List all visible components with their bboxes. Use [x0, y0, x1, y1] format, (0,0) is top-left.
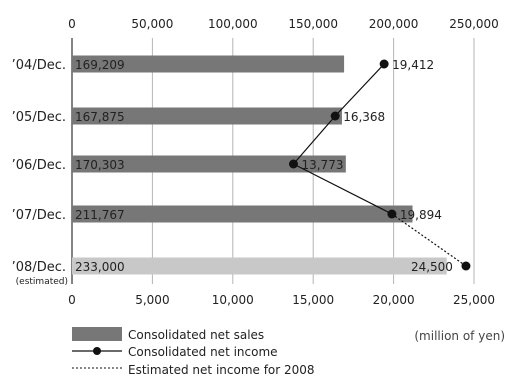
category-labels: ’04/Dec. ’05/Dec. ’06/Dec. ’07/Dec. ’08/Dec.…: [12, 58, 68, 287]
income-label: 16,368: [343, 110, 385, 124]
sales-bar-label: 211,767: [75, 208, 125, 222]
category-label: ’06/Dec.: [12, 158, 66, 173]
legend-income-label: Consolidated net income: [128, 345, 278, 359]
sales-bars: 169,209 167,875 170,303 211,767 233,000: [72, 55, 447, 275]
income-segment: [293, 115, 336, 165]
income-point: [330, 111, 340, 121]
income-point: [387, 209, 397, 219]
sales-bar: [72, 107, 342, 125]
category-note: (estimated): [16, 277, 68, 287]
unit-note: (million of yen): [414, 329, 505, 343]
sales-bar-label: 167,875: [75, 110, 125, 124]
income-segment: [334, 63, 385, 117]
legend-sales-label: Consolidated net sales: [128, 328, 264, 342]
bottom-tick-label: 25,000: [453, 293, 495, 307]
category-label: ’07/Dec.: [12, 208, 66, 223]
top-tick-label: 100,000: [208, 17, 258, 31]
income-label: 19,412: [392, 58, 434, 72]
bottom-axis-ticks: 0 5,000 10,000 15,000 20,000 25,000: [68, 293, 495, 307]
top-tick-label: 0: [68, 17, 76, 31]
legend-sales-swatch: [72, 327, 122, 341]
legend-income-marker: [93, 347, 101, 355]
income-line: 19,412 16,368 13,773 19,894 24,500: [288, 58, 471, 274]
category-label: ’05/Dec.: [12, 110, 66, 125]
bottom-tick-label: 20,000: [373, 293, 415, 307]
category-label: ’04/Dec.: [12, 58, 66, 73]
top-tick-label: 200,000: [369, 17, 419, 31]
income-label: 13,773: [301, 158, 343, 172]
income-point: [461, 261, 471, 271]
income-segment: [293, 163, 393, 215]
bottom-tick-label: 5,000: [135, 293, 169, 307]
bottom-tick-label: 0: [68, 293, 76, 307]
income-label: 24,500: [411, 260, 453, 274]
income-point: [379, 59, 389, 69]
top-axis-ticks: 0 50,000 100,000 150,000 200,000 250,000: [68, 17, 499, 31]
income-segment-estimated: [391, 213, 467, 267]
income-label: 19,894: [400, 208, 442, 222]
legend-estimated-label: Estimated net income for 2008: [128, 363, 315, 377]
income-point: [288, 159, 298, 169]
sales-bar: [72, 155, 346, 173]
sales-bar-label: 170,303: [75, 158, 125, 172]
bottom-tick-label: 15,000: [292, 293, 334, 307]
category-label: ’08/Dec.: [12, 260, 66, 275]
sales-bar: [72, 205, 413, 223]
top-tick-label: 250,000: [449, 17, 499, 31]
top-tick-label: 50,000: [131, 17, 173, 31]
bottom-tick-label: 10,000: [212, 293, 254, 307]
sales-bar-label: 169,209: [75, 58, 125, 72]
sales-bar: [72, 257, 447, 275]
top-tick-label: 150,000: [288, 17, 338, 31]
legend: Consolidated net sales Consolidated net …: [72, 327, 505, 377]
sales-bar-label: 233,000: [75, 260, 125, 274]
sales-bar: [72, 55, 345, 73]
